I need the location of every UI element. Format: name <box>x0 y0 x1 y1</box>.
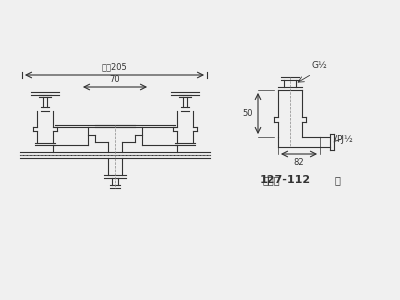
Text: PJ½: PJ½ <box>336 136 353 145</box>
Text: 82: 82 <box>294 158 304 167</box>
Text: 127-112: 127-112 <box>260 175 310 185</box>
Text: 70: 70 <box>110 75 120 84</box>
Text: （図は: （図は <box>262 175 280 185</box>
Text: ）: ） <box>335 175 341 185</box>
Text: 最大205: 最大205 <box>102 62 127 71</box>
Text: G½: G½ <box>312 61 328 70</box>
Text: 50: 50 <box>242 109 253 118</box>
